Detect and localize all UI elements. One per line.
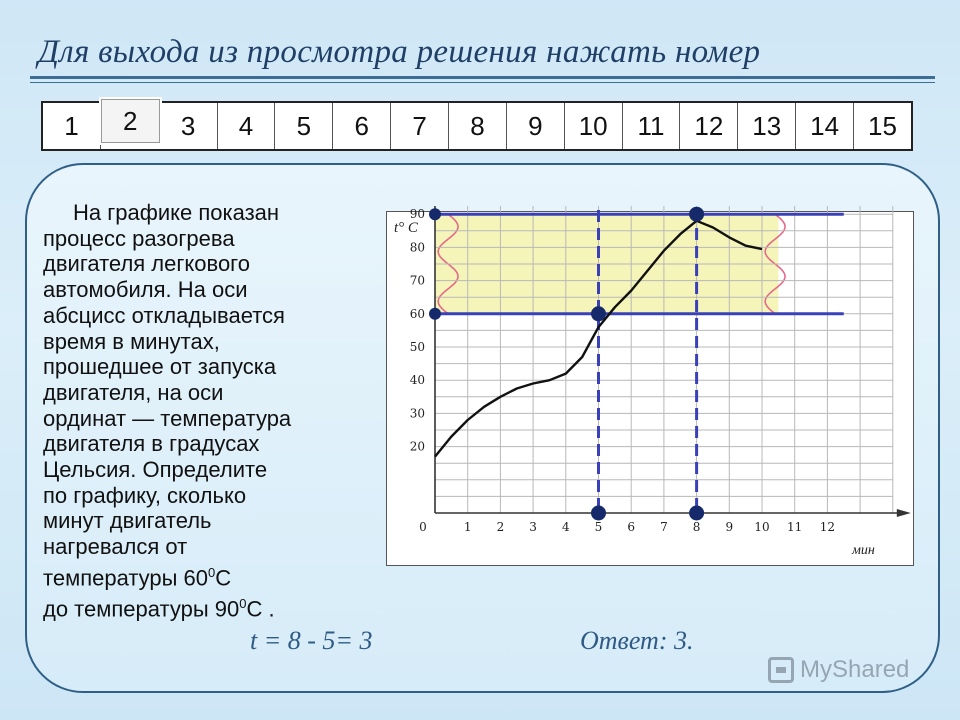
task-number-15[interactable]: 15 (868, 110, 897, 141)
x-tick-label: 5 (595, 520, 603, 534)
task-number-6[interactable]: 6 (333, 103, 392, 149)
task-number-5[interactable]: 5 (275, 103, 334, 149)
x-axis-label: мин (851, 543, 875, 558)
y-tick-label: 50 (410, 340, 425, 354)
task-number-3[interactable]: 3 (160, 103, 218, 149)
highlight-point (689, 505, 705, 521)
y-tick-label: 20 (410, 440, 425, 454)
task-number-8[interactable]: 8 (449, 103, 507, 149)
watermark-text: MyShared (800, 656, 910, 683)
task-number-1[interactable]: 1 (43, 103, 101, 149)
x-tick-label: 0 (419, 520, 427, 534)
temperature-curve (434, 219, 763, 458)
highlight-point (591, 505, 606, 521)
title-rule-thin (30, 82, 935, 83)
x-tick-label: 3 (529, 520, 537, 534)
page-title: Для выхода из просмотра решения нажать н… (38, 34, 761, 70)
y-tick-label: 40 (410, 373, 425, 387)
task-number-7[interactable]: 7 (391, 103, 450, 149)
problem-line: минут двигатель (43, 508, 212, 534)
highlight-point (689, 206, 705, 222)
problem-line: На графике показан (73, 200, 280, 225)
problem-line: Цельсия. Определите (43, 457, 268, 483)
y-axis-label: t° C (394, 220, 419, 236)
watermark-logo-icon (768, 657, 794, 683)
problem-line: процесс разогрева (43, 225, 235, 251)
problem-line: по графику, сколько (43, 482, 247, 508)
highlight-point (429, 307, 441, 320)
problem-line: двигателя легкового (43, 251, 250, 277)
x-tick-label: 7 (660, 520, 668, 534)
task-number-bar: 1 2 3 4 5 6 7 8 9 10 11 12 13 14 15 (41, 99, 913, 151)
watermark: MyShared (768, 656, 909, 684)
problem-line: двигателя, на оси (43, 379, 224, 405)
x-tick-label: 11 (787, 520, 802, 534)
x-tick-label: 1 (464, 520, 472, 534)
problem-text: На графике показан процесс разогрева дви… (43, 200, 383, 622)
task-number-12[interactable]: 12 (680, 103, 739, 149)
x-tick-label: 10 (754, 520, 769, 534)
problem-line: время в минутах, (43, 328, 220, 354)
task-number-13[interactable]: 13 (738, 103, 797, 149)
title-rule (30, 76, 935, 79)
task-number-2[interactable]: 2 (100, 99, 160, 143)
task-number-4[interactable]: 4 (218, 103, 276, 149)
solution-answer: Ответ: 3. (580, 626, 694, 655)
problem-line: абсцисс откладывается (43, 302, 285, 328)
y-tick-label: 60 (410, 307, 425, 321)
x-axis-arrow (896, 509, 911, 517)
problem-line-temp-to: до температуры 900С . (43, 595, 275, 622)
problem-line: прошедшее от запуска (43, 354, 277, 380)
y-tick-label: 80 (410, 240, 425, 254)
task-number-14[interactable]: 14 (796, 103, 855, 149)
highlight-point (429, 208, 441, 221)
problem-line: нагревался от (43, 534, 188, 560)
problem-line: автомобиля. На оси (43, 277, 248, 303)
x-tick-label: 8 (693, 520, 701, 534)
x-tick-label: 4 (562, 520, 570, 534)
task-number-10[interactable]: 10 (565, 103, 623, 149)
problem-line: ординат — температура (43, 405, 292, 431)
x-tick-label: 6 (627, 520, 635, 534)
y-tick-label: 70 (410, 274, 425, 288)
problem-line: двигателя в градусах (43, 431, 260, 457)
x-tick-label: 9 (725, 520, 733, 534)
y-tick-label: 90 (410, 207, 425, 221)
task-number-9[interactable]: 9 (507, 103, 565, 149)
problem-line-temp-from: температуры 600С (43, 564, 232, 591)
x-tick-label: 2 (497, 520, 505, 534)
task-number-11[interactable]: 11 (623, 103, 681, 149)
y-tick-label: 30 (410, 406, 425, 420)
x-tick-label: 12 (820, 520, 835, 534)
highlight-point (591, 306, 606, 322)
solution-formula: t = 8 - 5= 3 (250, 626, 373, 655)
